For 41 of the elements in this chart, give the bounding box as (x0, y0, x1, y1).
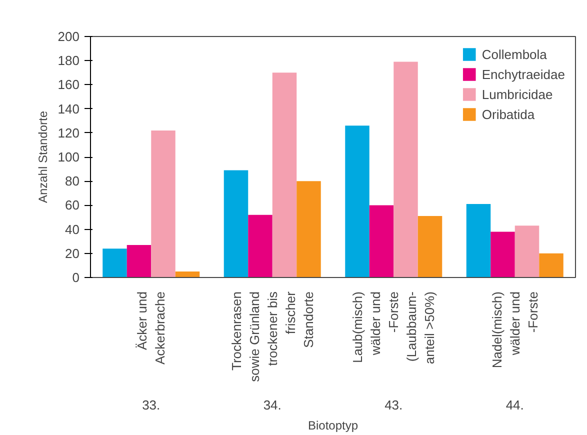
bar (539, 253, 564, 278)
bar (514, 226, 540, 278)
bar (394, 62, 418, 278)
legend-label: Lumbricidae (482, 86, 553, 102)
y-tick-label: 60 (65, 198, 80, 213)
y-tick-label: 200 (58, 29, 80, 44)
text: 44. (506, 398, 524, 412)
y-tick-label: 0 (72, 270, 80, 285)
text: 43. (384, 398, 403, 412)
bar (466, 204, 491, 278)
y-tick-label: 120 (58, 125, 80, 140)
y-tick-label: 180 (58, 53, 80, 68)
x-tick-label: Laub(misch) wälder und -Forste (Laubbaum- anteil >50%) (350, 291, 438, 364)
y-tick-label: 80 (65, 174, 80, 189)
y-tick-label: 160 (58, 77, 80, 92)
legend-label: Collembola (482, 46, 547, 62)
bar (272, 72, 297, 278)
y-tick-label: 40 (65, 222, 80, 237)
x-tick-label: Nadel(misch) wälder und -Forste (489, 291, 540, 368)
bar (151, 130, 176, 278)
bar (369, 205, 394, 278)
bar (102, 248, 127, 278)
bar (490, 232, 515, 278)
bar (418, 216, 442, 278)
y-tick-label: 140 (58, 101, 80, 116)
bar (224, 170, 248, 278)
bar (296, 181, 321, 278)
bar (175, 271, 200, 278)
bar (126, 244, 152, 278)
x-tick-label: Trockenrasen sowie Grünland trockener bis frischer Standorte (228, 290, 316, 382)
text: 34. (263, 398, 282, 412)
y-tick-label: 100 (58, 150, 80, 164)
legend-label: Oribatida (482, 106, 535, 122)
text: 33. (142, 398, 160, 412)
y-tick-label: 20 (65, 246, 80, 261)
x-tick-label: Äcker und Ackerbrache (134, 291, 168, 364)
x-axis-title: Biotoptyp (308, 418, 358, 432)
legend-label: Enchytraeidae (482, 66, 565, 82)
bar (345, 126, 370, 278)
y-axis-title: Anzahl Standorte (36, 110, 50, 204)
bar (248, 214, 272, 278)
